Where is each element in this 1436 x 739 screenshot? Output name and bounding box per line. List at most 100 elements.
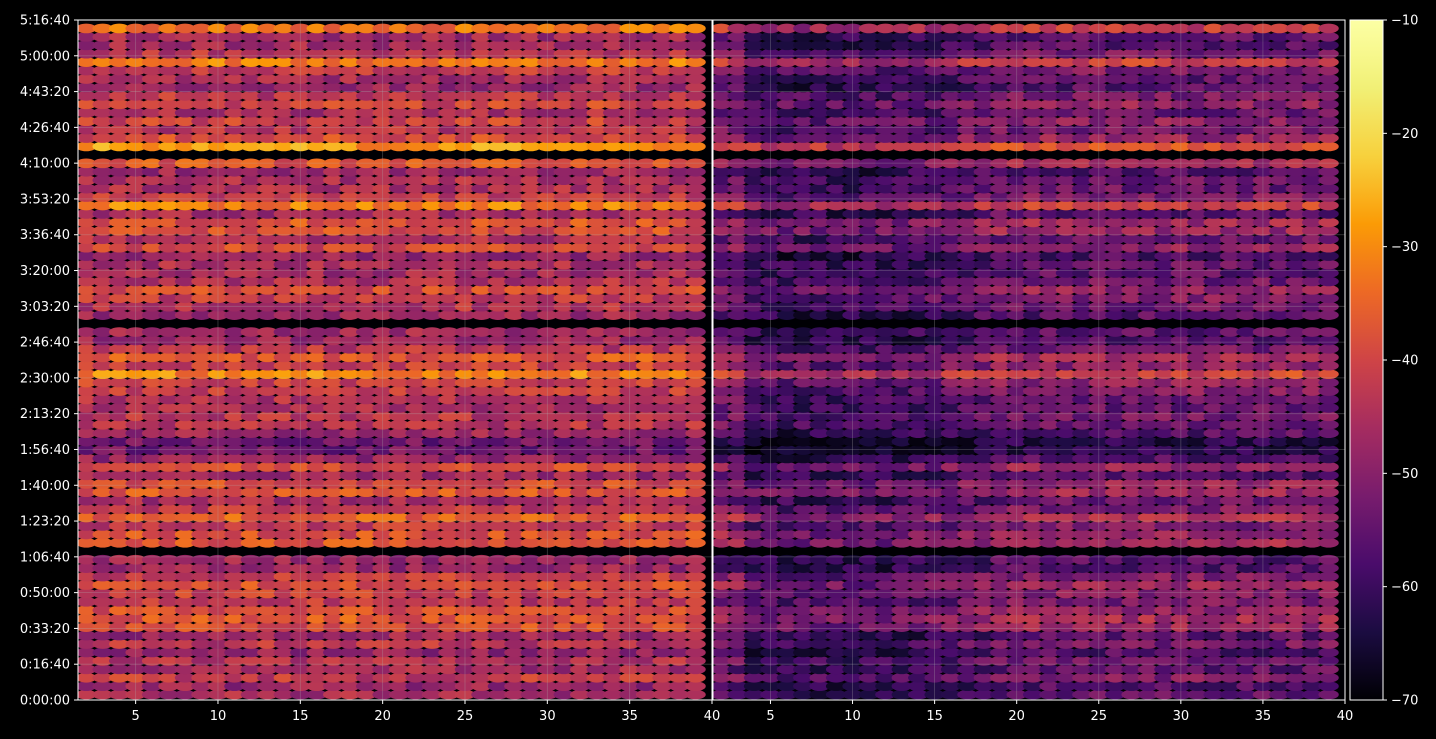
heat-cell bbox=[355, 335, 377, 346]
heat-cell bbox=[1318, 285, 1339, 295]
heat-cell bbox=[652, 251, 673, 261]
heat-cell bbox=[421, 504, 443, 514]
heat-cell bbox=[224, 689, 245, 700]
heat-cell bbox=[339, 251, 360, 261]
heat-cell bbox=[372, 495, 393, 506]
heat-cell bbox=[1318, 479, 1339, 489]
heat-cell bbox=[487, 436, 509, 447]
heat-cell bbox=[224, 386, 245, 396]
heat-cell bbox=[323, 656, 344, 666]
heat-cell bbox=[306, 344, 327, 354]
heat-cell bbox=[92, 453, 113, 464]
heat-cell bbox=[537, 512, 558, 523]
heat-cell bbox=[438, 605, 459, 616]
heat-cell bbox=[191, 377, 212, 388]
heat-cell bbox=[323, 580, 344, 590]
heat-cell bbox=[174, 386, 196, 396]
heat-cell bbox=[125, 276, 146, 287]
heat-cell bbox=[685, 107, 706, 118]
heat-cell bbox=[257, 335, 278, 346]
heat-cell bbox=[388, 613, 410, 624]
heat-cell bbox=[290, 639, 311, 649]
heat-cell bbox=[388, 538, 410, 548]
heat-cell bbox=[207, 470, 229, 481]
heat-cell bbox=[125, 521, 146, 531]
heat-cell bbox=[224, 428, 245, 439]
heat-cell bbox=[487, 588, 509, 599]
heat-cell bbox=[290, 504, 311, 514]
heat-cell bbox=[635, 344, 657, 354]
heat-cell bbox=[191, 504, 212, 514]
heat-cell bbox=[372, 529, 393, 540]
heat-cell bbox=[602, 588, 624, 599]
heat-cell bbox=[570, 639, 591, 649]
heat-cell bbox=[602, 538, 624, 548]
heat-cell bbox=[108, 352, 130, 363]
heat-cell bbox=[191, 630, 212, 641]
heat-cell bbox=[207, 487, 229, 498]
heat-cell bbox=[273, 479, 295, 489]
heat-cell bbox=[224, 487, 245, 498]
heat-cell bbox=[290, 394, 311, 405]
heat-cell bbox=[586, 597, 607, 607]
heat-cell bbox=[388, 301, 410, 312]
heat-cell bbox=[537, 344, 558, 354]
heat-cell bbox=[108, 411, 130, 422]
heat-cell bbox=[224, 445, 245, 455]
heat-cell bbox=[273, 234, 295, 245]
heat-cell bbox=[685, 344, 706, 354]
heat-cell bbox=[191, 639, 212, 649]
heat-cell bbox=[290, 462, 311, 472]
heat-cell bbox=[1318, 386, 1339, 396]
heat-cell bbox=[602, 377, 624, 388]
heat-cell bbox=[454, 538, 476, 548]
heat-cell bbox=[240, 419, 262, 430]
heat-cell bbox=[553, 403, 575, 413]
heat-cell bbox=[520, 479, 542, 489]
heat-cell bbox=[273, 571, 295, 582]
heat-cell bbox=[207, 521, 229, 531]
heat-cell bbox=[487, 563, 509, 573]
heat-cell bbox=[108, 479, 130, 489]
heat-cell bbox=[339, 664, 360, 675]
heat-cell bbox=[306, 512, 327, 523]
heat-cell bbox=[355, 310, 377, 320]
heat-cell bbox=[290, 285, 311, 295]
heat-cell bbox=[78, 672, 97, 683]
heat-cell bbox=[504, 672, 525, 683]
heat-cell bbox=[471, 681, 492, 691]
heat-cell bbox=[537, 580, 558, 590]
heat-cell bbox=[306, 504, 327, 514]
heat-cell bbox=[454, 462, 476, 472]
heat-cell bbox=[635, 310, 657, 320]
heat-cell bbox=[504, 681, 525, 691]
heat-cell bbox=[290, 268, 311, 278]
heat-cell bbox=[355, 285, 377, 295]
heat-cell bbox=[191, 689, 212, 700]
heat-cell bbox=[306, 613, 327, 624]
heat-cell bbox=[1318, 622, 1339, 632]
heat-cell bbox=[207, 664, 229, 675]
heat-cell bbox=[553, 504, 575, 514]
heat-cell bbox=[141, 251, 163, 261]
heat-cell bbox=[224, 268, 245, 278]
heat-cell bbox=[240, 344, 262, 354]
heat-cell bbox=[323, 588, 344, 599]
heat-cell bbox=[207, 377, 229, 388]
heat-cell bbox=[92, 234, 113, 245]
heat-cell bbox=[602, 479, 624, 489]
heat-cell bbox=[586, 554, 607, 565]
heat-cell bbox=[224, 504, 245, 514]
heat-cell bbox=[471, 521, 492, 531]
heat-cell bbox=[158, 285, 179, 295]
heat-cell bbox=[388, 276, 410, 287]
heat-cell bbox=[520, 268, 542, 278]
heat-cell bbox=[158, 226, 179, 236]
heat-cell bbox=[108, 622, 130, 632]
heat-cell bbox=[141, 639, 163, 649]
heat-cell bbox=[471, 234, 492, 245]
heat-cell bbox=[174, 344, 196, 354]
heat-cell bbox=[372, 217, 393, 228]
heat-cell bbox=[405, 521, 426, 531]
heat-cell bbox=[240, 226, 262, 236]
